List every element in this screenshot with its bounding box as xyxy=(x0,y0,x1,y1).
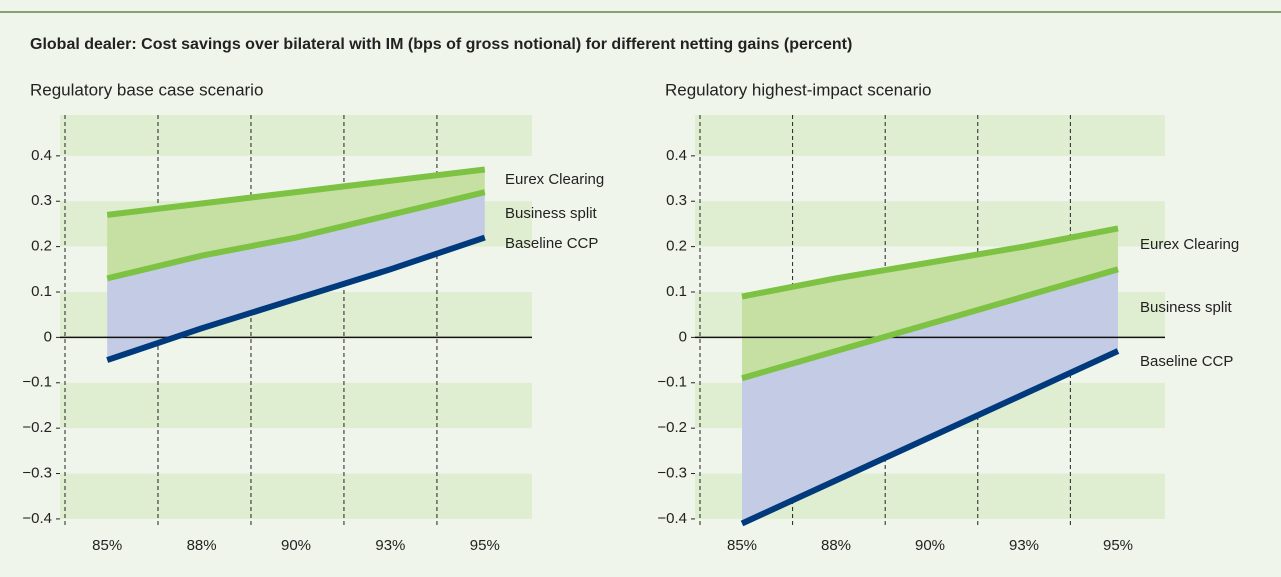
series-line xyxy=(741,225,1119,300)
series-line xyxy=(106,189,486,282)
area-fill xyxy=(742,269,1118,524)
y-tick-label: −0.4 xyxy=(22,510,52,527)
x-tick-label: 90% xyxy=(915,537,945,554)
y-tick-label: −0.3 xyxy=(22,465,52,482)
y-tick-label: 0.3 xyxy=(666,192,687,209)
series-label: Baseline CCP xyxy=(1140,353,1233,370)
y-tick-label: −0.1 xyxy=(22,374,52,391)
x-tick-label: 88% xyxy=(821,537,851,554)
x-tick-label: 95% xyxy=(1103,537,1133,554)
series-label: Baseline CCP xyxy=(505,235,598,252)
grid-band xyxy=(60,473,532,519)
y-tick-label: 0.2 xyxy=(31,238,52,255)
y-tick-label: 0.3 xyxy=(31,192,52,209)
grid-band xyxy=(695,115,1165,156)
y-tick-label: 0 xyxy=(44,328,52,345)
chart-title: Global dealer: Cost savings over bilater… xyxy=(30,36,852,53)
y-tick-label: 0.1 xyxy=(666,283,687,300)
series-line xyxy=(106,234,486,363)
subplot-title: Regulatory base case scenario xyxy=(30,80,263,99)
y-tick-label: −0.1 xyxy=(657,374,687,391)
y-tick-label: 0.4 xyxy=(666,147,687,164)
x-tick-label: 93% xyxy=(1009,537,1039,554)
series-line xyxy=(106,166,486,218)
y-tick-label: 0.4 xyxy=(31,147,52,164)
subplot-title: Regulatory highest-impact scenario xyxy=(665,80,931,99)
x-tick-label: 93% xyxy=(375,537,405,554)
area-fill xyxy=(742,228,1118,379)
area-fill xyxy=(107,169,485,279)
y-tick-label: −0.2 xyxy=(22,419,52,436)
y-tick-label: 0.2 xyxy=(666,238,687,255)
series-label: Eurex Clearing xyxy=(1140,236,1239,253)
series-line xyxy=(741,266,1119,382)
series-label: Business split xyxy=(1140,299,1233,316)
x-tick-label: 85% xyxy=(727,537,757,554)
area-fill xyxy=(107,192,485,361)
series-line xyxy=(740,348,1120,527)
x-tick-label: 95% xyxy=(470,537,500,554)
y-tick-label: −0.3 xyxy=(657,465,687,482)
x-tick-label: 85% xyxy=(92,537,122,554)
y-tick-label: 0.1 xyxy=(31,283,52,300)
series-label: Business split xyxy=(505,205,598,222)
y-tick-label: −0.2 xyxy=(657,419,687,436)
y-tick-label: −0.4 xyxy=(657,510,687,527)
y-tick-label: 0 xyxy=(679,328,687,345)
x-tick-label: 90% xyxy=(281,537,311,554)
series-label: Eurex Clearing xyxy=(505,171,604,188)
x-tick-label: 88% xyxy=(187,537,217,554)
grid-band xyxy=(60,115,532,156)
grid-band xyxy=(60,382,532,429)
